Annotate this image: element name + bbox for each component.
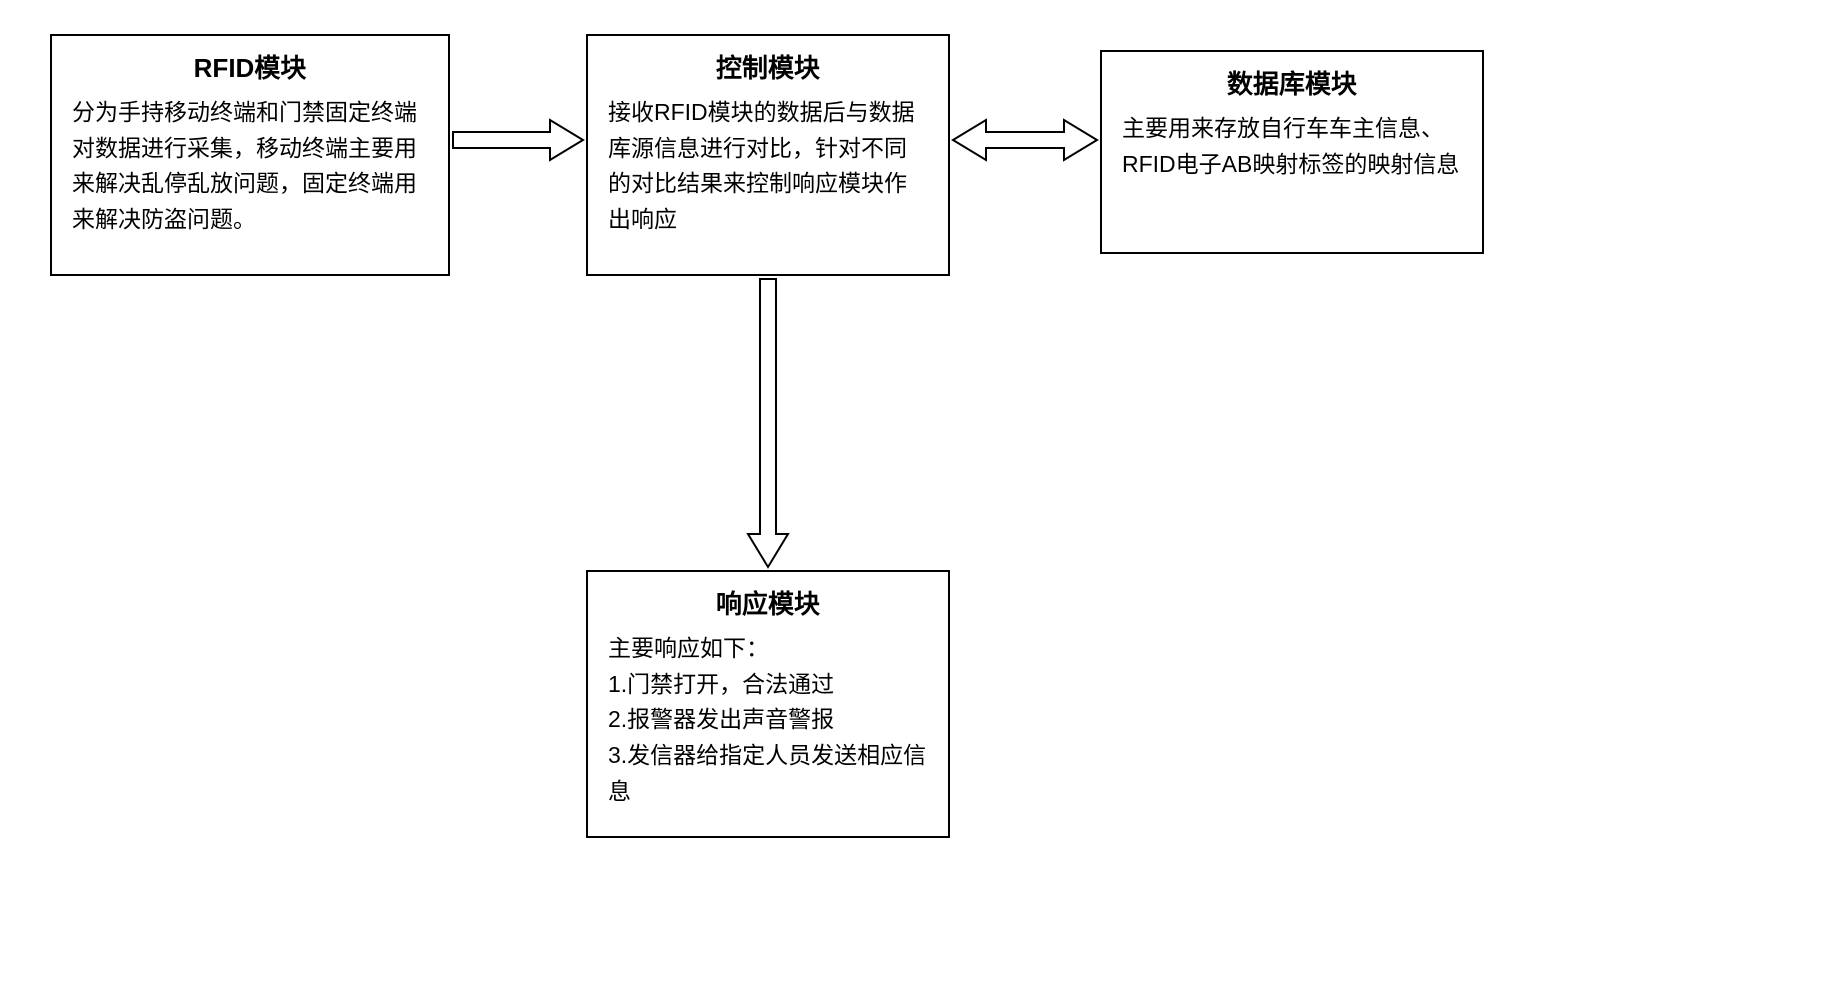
arrow-control-db-bidirectional (952, 118, 1098, 162)
arrow-control-to-response (746, 278, 790, 568)
node-response: 响应模块 主要响应如下：1.门禁打开，合法通过2.报警器发出声音警报3.发信器给… (586, 570, 950, 838)
node-database-body: 主要用来存放自行车车主信息、RFID电子AB映射标签的映射信息 (1122, 111, 1462, 182)
node-control: 控制模块 接收RFID模块的数据后与数据库源信息进行对比，针对不同的对比结果来控… (586, 34, 950, 276)
arrow-rfid-to-control (452, 118, 584, 162)
node-response-title: 响应模块 (608, 584, 928, 621)
node-control-title: 控制模块 (608, 48, 928, 85)
node-database-title: 数据库模块 (1122, 64, 1462, 101)
node-response-body: 主要响应如下：1.门禁打开，合法通过2.报警器发出声音警报3.发信器给指定人员发… (608, 631, 928, 809)
node-rfid: RFID模块 分为手持移动终端和门禁固定终端对数据进行采集，移动终端主要用来解决… (50, 34, 450, 276)
node-rfid-title: RFID模块 (72, 48, 428, 85)
node-rfid-body: 分为手持移动终端和门禁固定终端对数据进行采集，移动终端主要用来解决乱停乱放问题，… (72, 95, 428, 238)
node-control-body: 接收RFID模块的数据后与数据库源信息进行对比，针对不同的对比结果来控制响应模块… (608, 95, 928, 238)
node-database: 数据库模块 主要用来存放自行车车主信息、RFID电子AB映射标签的映射信息 (1100, 50, 1484, 254)
